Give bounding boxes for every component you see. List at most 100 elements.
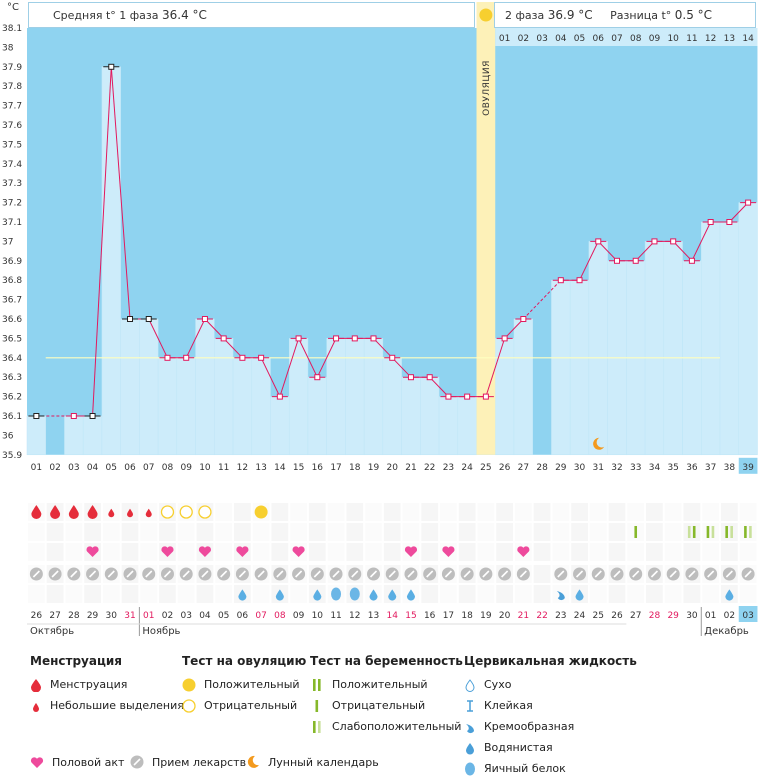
marker-cell xyxy=(458,503,476,521)
phase2-day-label: 13 xyxy=(724,34,735,44)
marker-cell xyxy=(140,543,158,561)
pill-icon xyxy=(130,755,144,769)
calendar-day-label: 20 xyxy=(499,611,511,621)
y-tick-label: 37.8 xyxy=(2,82,22,92)
cycle-day-label: 21 xyxy=(405,463,416,473)
temp-bar xyxy=(363,338,384,456)
marker-cell xyxy=(215,543,233,561)
medication-icon-stroke xyxy=(332,570,340,578)
calendar-day-label: 28 xyxy=(68,611,80,621)
marker-cell xyxy=(721,543,738,561)
temp-point xyxy=(651,238,658,245)
moon-icon xyxy=(593,437,605,450)
phase2-info: 2 фаза 36.9 °C Разница t° 0.5 °C xyxy=(494,2,756,28)
y-tick-label: 37.1 xyxy=(2,218,22,228)
marker-cell xyxy=(440,503,457,521)
medication-icon-stroke xyxy=(463,570,471,578)
marker-cell xyxy=(65,543,83,561)
cycle-day-label: 15 xyxy=(293,463,304,473)
temp-line-segment xyxy=(729,202,749,223)
medication-icon-stroke xyxy=(650,570,659,578)
marker-cell xyxy=(365,523,382,541)
calendar-day-label: 23 xyxy=(555,611,566,621)
legend-menstruation: Менструация Менструация Небольшие выделе… xyxy=(30,654,184,716)
ovulation-test-positive xyxy=(254,505,268,519)
legend-medication: Прием лекарств xyxy=(130,754,246,770)
temp-bar xyxy=(214,338,234,456)
medication-icon-stroke xyxy=(32,570,40,578)
phase2-day-label: 11 xyxy=(686,34,697,44)
cycle-day-label: 38 xyxy=(724,463,736,473)
cervical-watery-drop xyxy=(238,589,247,601)
cycle-day-label: 10 xyxy=(199,463,211,473)
y-tick-label: 38.1 xyxy=(2,24,22,34)
calendar-day-label: 01 xyxy=(705,611,716,621)
marker-cell xyxy=(215,503,233,521)
ovulation-positive-icon xyxy=(182,678,196,691)
calendar-day-label: 28 xyxy=(649,611,661,621)
cycle-day-label: 18 xyxy=(349,463,361,473)
calendar-day-label: 06 xyxy=(237,611,249,621)
legend-ovulation-title: Тест на овуляцию xyxy=(182,654,307,668)
marker-cell xyxy=(627,543,645,561)
calendar-day-label: 27 xyxy=(49,611,60,621)
temp-line-segment xyxy=(223,338,243,359)
cycle-day-label: 03 xyxy=(68,463,79,473)
marker-cell xyxy=(589,585,607,603)
temp-point xyxy=(145,316,152,322)
intercourse-heart xyxy=(161,546,174,557)
cervical-dry-icon xyxy=(465,678,475,692)
marker-cell xyxy=(327,523,345,541)
temp-point xyxy=(520,316,527,322)
temp-bar xyxy=(195,318,215,456)
calendar-day-label: 18 xyxy=(461,611,473,621)
cycle-day-label: 14 xyxy=(274,463,286,473)
cervical-watery-drop xyxy=(369,589,378,601)
calendar-day-label: 22 xyxy=(536,611,547,621)
marker-cell xyxy=(327,503,345,521)
marker-cell xyxy=(739,523,757,541)
temp-point xyxy=(351,335,358,342)
cycle-day-label: 33 xyxy=(630,463,641,473)
calendar-day-label: 02 xyxy=(724,611,735,621)
temp-bar xyxy=(569,279,590,456)
temp-line-segment xyxy=(110,66,131,320)
temp-diff-value: 0.5 °C xyxy=(674,8,713,22)
temp-bar xyxy=(120,318,140,456)
bbt-chart: ОВУЛЯЦИЯ 01 02 03 04 05 06 07 08 09 10 11 12 13 14 35.9… xyxy=(2,2,758,637)
temp-point xyxy=(295,335,302,342)
medication-icon-stroke xyxy=(126,570,134,578)
temp-point xyxy=(501,335,508,342)
phase1-avg-label: Средняя t° 1 фаза xyxy=(53,9,159,22)
temp-line-segment xyxy=(373,338,393,359)
cycle-day-label: 24 xyxy=(461,463,473,473)
cycle-day-label: 27 xyxy=(518,463,529,473)
cervical-watery-drop xyxy=(725,589,734,601)
marker-cell xyxy=(721,523,738,541)
medication-icon-stroke xyxy=(70,570,78,578)
legend-lunar-label: Лунный календарь xyxy=(268,755,379,769)
cervical-eggwhite xyxy=(331,587,342,601)
small-discharge-drop xyxy=(108,508,115,518)
temp-line-segment xyxy=(204,318,225,339)
temp-line-segment xyxy=(579,241,599,281)
pregnancy-test-line xyxy=(749,526,752,538)
phase1-avg-value: 36.4 °C xyxy=(162,8,207,22)
calendar-day-label: 30 xyxy=(686,611,698,621)
marker-cell xyxy=(383,543,401,561)
small-discharge-drop xyxy=(145,508,152,518)
marker-cell xyxy=(46,523,64,541)
calendar-day-label: 05 xyxy=(218,611,229,621)
temp-bar xyxy=(438,396,459,456)
legend-medication-label: Прием лекарств xyxy=(152,755,247,769)
calendar-day-label: 01 xyxy=(143,611,154,621)
y-tick-label: 36.5 xyxy=(2,334,22,344)
temp-bar xyxy=(495,338,515,456)
calendar-day-label: 21 xyxy=(518,611,529,621)
legend-cervical-eggwhite: Яичный белок xyxy=(484,762,566,775)
phase2-day-label: 10 xyxy=(667,34,679,44)
calendar-day-label: 15 xyxy=(405,611,416,621)
marker-cell xyxy=(739,543,757,561)
temp-point xyxy=(707,219,714,225)
marker-cell xyxy=(102,543,120,561)
